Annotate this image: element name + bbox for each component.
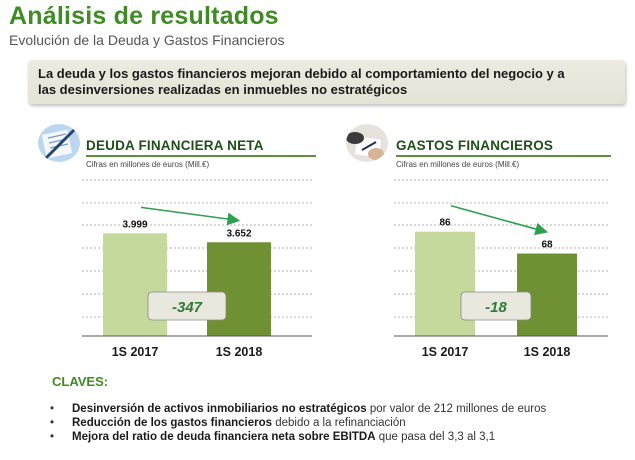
delta-label: -18 [485,299,507,316]
panel-units-deuda: Cifras en millones de euros (Mill.€) [86,160,210,169]
chart-1: 86 1S 2017 68 1S 2018 -18 [394,179,608,359]
signing-hands-icon [346,124,388,162]
bar-1 [207,242,271,336]
chart-0: 3.999 1S 2017 3.652 1S 2018 -347 [82,179,312,359]
claves-item: Reducción de los gastos financieros debi… [50,416,546,430]
page-title: Análisis de resultados [9,2,279,30]
bar-0 [103,233,167,336]
claves-title: CLAVES: [52,374,109,389]
category-label: 1S 2018 [216,345,263,359]
bar-value-label: 86 [439,218,451,229]
claves-item-bold: Mejora del ratio de deuda financiera net… [72,431,376,443]
claves-item-text: debido a la refinanciación [272,417,406,429]
delta-box [147,291,227,321]
claves-item: Mejora del ratio de deuda financiera net… [50,430,546,444]
category-label: 1S 2018 [524,345,571,359]
headline-line-2: las desinversiones realizadas en inmuebl… [38,82,408,97]
panel-title-deuda: DEUDA FINANCIERA NETA [86,138,264,153]
panel-rule-gastos [396,155,611,157]
bar-value-label: 3.999 [122,219,147,230]
panel-title-gastos: GASTOS FINANCIEROS [396,138,554,153]
claves-item: Desinversión de activos inmobiliarios no… [50,402,546,416]
claves-item-bold: Reducción de los gastos financieros [72,417,273,429]
page-subtitle: Evolución de la Deuda y Gastos Financier… [9,32,285,48]
document-pen-icon [38,124,80,162]
panel-units-gastos: Cifras en millones de euros (Mill.€) [396,160,520,169]
claves-item-text: por valor de 212 millones de euros [366,403,547,415]
claves-list: Desinversión de activos inmobiliarios no… [50,402,546,444]
bar-value-label: 68 [541,240,553,251]
claves-item-text: que pasa del 3,3 al 3,1 [375,431,496,443]
category-label: 1S 2017 [422,345,469,359]
claves-item-bold: Desinversión de activos inmobiliarios no… [72,403,367,415]
panel-rule-deuda [86,155,316,157]
trend-arrow [140,206,241,226]
bar-value-label: 3.652 [226,228,251,239]
trend-arrow [450,204,549,236]
headline-line-1: La deuda y los gastos financieros mejora… [38,66,565,81]
headline-box: La deuda y los gastos financieros mejora… [28,60,625,104]
delta-label: -347 [172,299,203,316]
delta-box [460,291,532,321]
category-label: 1S 2017 [112,345,159,359]
